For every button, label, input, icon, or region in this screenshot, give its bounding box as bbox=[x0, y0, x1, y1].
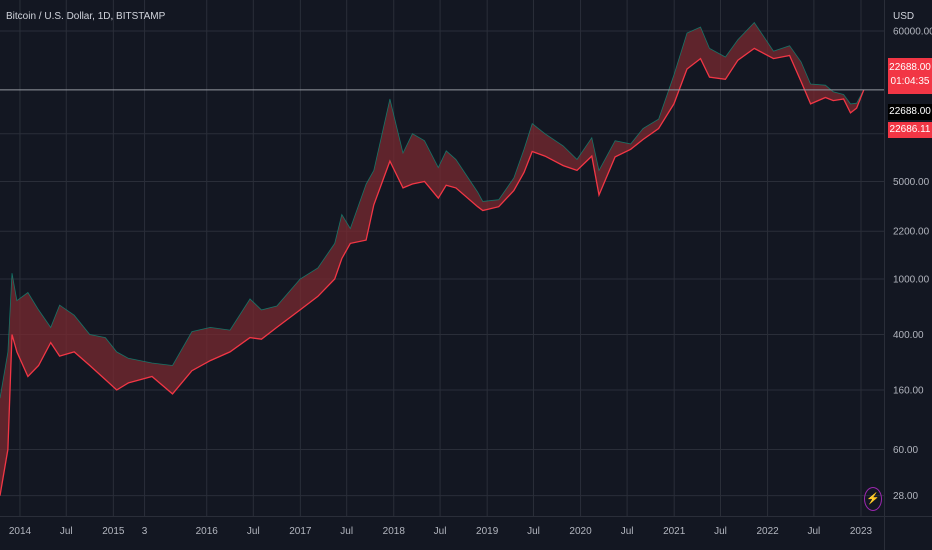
time-tick-label: Jul bbox=[340, 526, 353, 537]
time-tick-label: 2017 bbox=[289, 526, 312, 537]
time-tick-label: Jul bbox=[807, 526, 820, 537]
time-tick-label: 2015 bbox=[102, 526, 125, 537]
price-tick-label: 400.00 bbox=[893, 330, 924, 341]
time-tick-label: Jul bbox=[247, 526, 260, 537]
time-tick-label: Jul bbox=[527, 526, 540, 537]
lightning-alert-icon[interactable]: ⚡ bbox=[864, 487, 882, 511]
price-tick-label: 60000.00 bbox=[893, 26, 932, 37]
time-tick-label: Jul bbox=[60, 526, 73, 537]
secondary-price-tag: 22686.11 bbox=[888, 122, 932, 138]
lower-price-line bbox=[0, 47, 865, 496]
time-tick-label: Jul bbox=[434, 526, 447, 537]
price-tick-label: 60.00 bbox=[893, 445, 918, 456]
last-price-tag: 22688.00 01:04:35 bbox=[888, 58, 932, 94]
upper-price-line bbox=[0, 21, 865, 399]
time-tick-label: 2020 bbox=[569, 526, 592, 537]
time-tick-label: 2021 bbox=[663, 526, 686, 537]
symbol-title[interactable]: Bitcoin / U.S. Dollar, 1D, BITSTAMP bbox=[6, 11, 166, 22]
time-tick-label: 3 bbox=[142, 526, 148, 537]
time-tick-label: 2022 bbox=[756, 526, 779, 537]
time-tick-label: 2023 bbox=[850, 526, 873, 537]
time-tick-label: Jul bbox=[621, 526, 634, 537]
price-tick-label: 2200.00 bbox=[893, 227, 930, 238]
time-tick-label: 2018 bbox=[383, 526, 406, 537]
chart-grid bbox=[0, 0, 884, 516]
time-tick-label: 2014 bbox=[9, 526, 32, 537]
last-price-value: 22688.00 bbox=[889, 62, 931, 73]
time-axis[interactable]: 2014 Jul 2015 3 2016 Jul 2017 Jul 2018 Jul 2019 Jul… bbox=[9, 526, 873, 537]
time-tick-label: 2019 bbox=[476, 526, 499, 537]
bar-countdown: 01:04:35 bbox=[890, 76, 930, 87]
price-tick-label: 5000.00 bbox=[893, 177, 930, 188]
crosshair-price-tag: 22688.00 bbox=[888, 104, 932, 120]
currency-label[interactable]: USD bbox=[893, 11, 915, 22]
time-tick-label: Jul bbox=[714, 526, 727, 537]
price-tick-label: 160.00 bbox=[893, 386, 924, 397]
price-axis[interactable]: 28.00 60.00 160.00 400.00 1000.00 2200.00 5000… bbox=[893, 26, 932, 502]
price-band-area bbox=[0, 22, 864, 496]
time-tick-label: 2016 bbox=[196, 526, 219, 537]
price-tick-label: 28.00 bbox=[893, 491, 918, 502]
price-tick-label: 1000.00 bbox=[893, 274, 930, 285]
